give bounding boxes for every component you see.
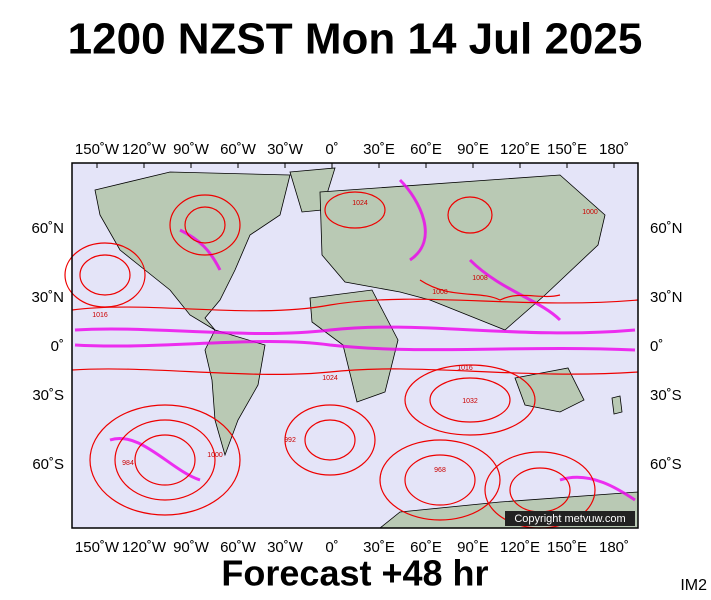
- isobar-label: 984: [122, 460, 134, 467]
- isobar-label: 1008: [472, 275, 488, 282]
- isobars: [64, 191, 639, 529]
- lon-label-top: 120˚W: [122, 141, 167, 158]
- lon-label-bottom: 180˚: [599, 539, 629, 556]
- lat-label-right: 60˚S: [650, 456, 682, 473]
- lat-label-left: 60˚N: [31, 220, 64, 237]
- lon-label-top: 150˚E: [547, 141, 587, 158]
- lat-label-left: 60˚S: [32, 456, 64, 473]
- lat-label-left: 30˚N: [31, 289, 64, 306]
- lon-label-bottom: 60˚W: [220, 539, 257, 556]
- lon-label-bottom: 30˚W: [267, 539, 304, 556]
- isobar-label: 1016: [92, 312, 108, 319]
- isobar-label: 1000: [582, 209, 598, 216]
- isobar-label: 1024: [352, 200, 368, 207]
- lon-label-top: 0˚: [325, 141, 338, 158]
- isobar-label: 1024: [322, 375, 338, 382]
- lat-label-right: 0˚: [650, 338, 663, 355]
- lon-label-bottom: 60˚E: [410, 539, 442, 556]
- lon-label-top: 180˚: [599, 141, 629, 158]
- lon-label-bottom: 90˚W: [173, 539, 210, 556]
- lon-label-bottom: 120˚W: [122, 539, 167, 556]
- precipitation: [74, 178, 636, 502]
- lon-label-top: 90˚W: [173, 141, 210, 158]
- copyright-box: [505, 511, 635, 526]
- forecast-label: Forecast +48 hr: [221, 553, 488, 594]
- isobar-label: 968: [434, 467, 446, 474]
- lat-label-right: 60˚N: [650, 220, 683, 237]
- lon-label-bottom: 120˚E: [500, 539, 540, 556]
- map-frame: Copyright metvuw.com: [64, 162, 639, 529]
- lat-label-left: 0˚: [51, 338, 64, 355]
- copyright: Copyright metvuw.com: [514, 513, 625, 525]
- frame-border: [71, 162, 639, 529]
- lon-label-top: 60˚E: [410, 141, 442, 158]
- lon-label-bottom: 90˚E: [457, 539, 489, 556]
- lat-label-right: 30˚S: [650, 387, 682, 404]
- lat-label-right: 30˚N: [650, 289, 683, 306]
- lon-label-top: 60˚W: [220, 141, 257, 158]
- lon-label-top: 150˚W: [75, 141, 120, 158]
- image-id: IM2: [680, 577, 707, 594]
- isobar-label: 1008: [432, 289, 448, 296]
- lon-label-bottom: 150˚E: [547, 539, 587, 556]
- title: 1200 NZST Mon 14 Jul 2025: [68, 15, 643, 64]
- lon-label-top: 120˚E: [500, 141, 540, 158]
- lon-label-bottom: 150˚W: [75, 539, 120, 556]
- lon-label-bottom: 30˚E: [363, 539, 395, 556]
- isobar-label: 1016: [457, 365, 473, 372]
- isobar-label: 1032: [462, 398, 478, 405]
- lon-label-top: 90˚E: [457, 141, 489, 158]
- lon-label-top: 30˚W: [267, 141, 304, 158]
- isobar-label: 1000: [207, 452, 223, 459]
- lon-label-top: 30˚E: [363, 141, 395, 158]
- lat-label-left: 30˚S: [32, 387, 64, 404]
- lon-label-bottom: 0˚: [325, 539, 338, 556]
- isobar-label: 992: [284, 437, 296, 444]
